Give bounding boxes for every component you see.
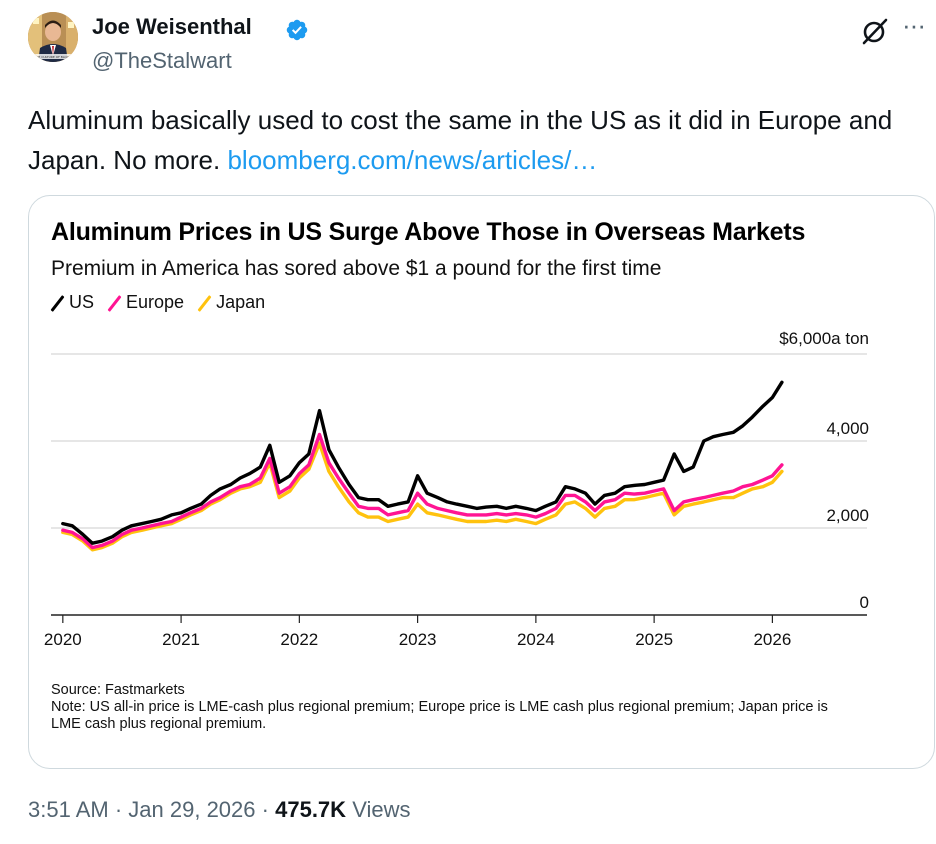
chart-note: Note: US all-in price is LME-cash plus r…	[51, 699, 828, 732]
tweet-text: Aluminum basically used to cost the same…	[28, 100, 918, 180]
tweet-time[interactable]: 3:51 AM	[28, 797, 109, 822]
y-axis-label: $6,000a ton	[779, 329, 869, 348]
y-tick-label: 4,000	[826, 419, 869, 438]
series-line-europe	[61, 432, 784, 550]
y-tick-label: 2,000	[826, 506, 869, 525]
legend-label-japan: Japan	[216, 292, 266, 312]
legend-item-japan: Japan	[198, 292, 265, 313]
chart-legend: US Europe Japan	[51, 292, 265, 313]
x-tick-label: 2020	[44, 630, 82, 649]
x-tick-label: 2024	[517, 630, 555, 649]
legend-label-us: US	[69, 292, 95, 312]
chart-title: Aluminum Prices in US Surge Above Those …	[51, 218, 806, 246]
legend-item-europe: Europe	[108, 292, 184, 313]
legend-label-europe: Europe	[126, 292, 185, 312]
chart-plot: 0 2,000 4,000 $6,000a ton 2020 2021 2022 2023 20…	[44, 329, 869, 649]
chart-subtitle: Premium in America has sored above $1 a …	[51, 257, 662, 280]
avatar-image: THE CULTURE OF BLOOM	[28, 12, 78, 62]
verified-badge-icon	[286, 19, 308, 41]
tweet-body: Aluminum basically used to cost the same…	[28, 105, 893, 175]
chart-footnotes: Source: Fastmarkets Note: US all-in pric…	[51, 682, 851, 733]
views-count: 475.7K	[275, 797, 347, 822]
avatar[interactable]: THE CULTURE OF BLOOM	[28, 12, 78, 62]
chart-card[interactable]: Aluminum Prices in US Surge Above Those …	[28, 195, 935, 769]
series-line-us	[61, 380, 784, 545]
x-tick-label: 2023	[399, 630, 437, 649]
author-name[interactable]: Joe Weisenthal	[92, 14, 252, 39]
chart-source: Source: Fastmarkets	[51, 682, 185, 698]
x-tick-label: 2022	[280, 630, 318, 649]
tweet-timestamp: 3:51 AM · Jan 29, 2026 · 475.7K Views	[28, 797, 410, 823]
y-tick-label: 0	[860, 593, 869, 612]
x-tick-label: 2021	[162, 630, 200, 649]
author-handle[interactable]: @TheStalwart	[92, 48, 232, 73]
grok-icon[interactable]	[860, 16, 890, 46]
views-label: Views	[352, 797, 411, 822]
avatar-caption: THE CULTURE OF BLOOM	[33, 55, 72, 59]
tweet-date[interactable]: Jan 29, 2026	[128, 797, 256, 822]
legend-item-us: US	[51, 292, 94, 313]
article-link[interactable]: bloomberg.com/news/articles/…	[227, 145, 598, 175]
more-options-icon[interactable]: ···	[902, 10, 926, 40]
x-tick-label: 2025	[635, 630, 673, 649]
timestamp-separator: ·	[114, 797, 123, 822]
timestamp-separator-2: ·	[261, 797, 269, 822]
series-line-japan	[61, 441, 784, 552]
x-tick-label: 2026	[753, 630, 791, 649]
